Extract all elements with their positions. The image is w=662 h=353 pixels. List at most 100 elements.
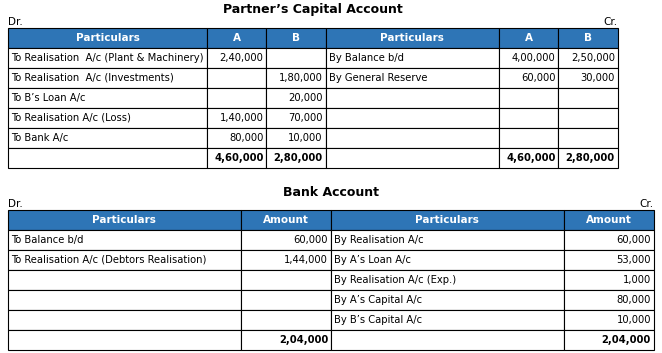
Text: 4,60,000: 4,60,000 (214, 153, 263, 163)
Text: 30,000: 30,000 (581, 73, 615, 83)
Text: Amount: Amount (263, 215, 308, 225)
Text: 70,000: 70,000 (289, 113, 323, 123)
Bar (563, 250, 654, 270)
Text: 2,04,000: 2,04,000 (602, 335, 651, 345)
Bar (240, 310, 331, 330)
Bar (331, 310, 563, 330)
Text: By A’s Capital A/c: By A’s Capital A/c (334, 295, 422, 305)
Bar (499, 68, 558, 88)
Bar (240, 230, 331, 250)
Bar (266, 48, 326, 68)
Bar (240, 290, 331, 310)
Text: 10,000: 10,000 (616, 315, 651, 325)
Bar (266, 108, 326, 128)
Text: Dr.: Dr. (8, 17, 23, 27)
Bar (207, 88, 266, 108)
Text: 60,000: 60,000 (521, 73, 555, 83)
Text: 4,00,000: 4,00,000 (512, 53, 555, 63)
Bar (326, 108, 499, 128)
Bar (240, 270, 331, 290)
Text: 2,04,000: 2,04,000 (279, 335, 328, 345)
Text: Partner’s Capital Account: Partner’s Capital Account (223, 4, 402, 17)
Bar (8, 250, 240, 270)
Bar (207, 28, 266, 48)
Text: 2,80,000: 2,80,000 (566, 153, 615, 163)
Text: 1,80,000: 1,80,000 (279, 73, 323, 83)
Bar (326, 128, 499, 148)
Bar (499, 128, 558, 148)
Text: Dr.: Dr. (8, 199, 23, 209)
Bar (8, 148, 207, 168)
Bar (266, 148, 326, 168)
Text: 60,000: 60,000 (616, 235, 651, 245)
Text: 53,000: 53,000 (616, 255, 651, 265)
Bar (563, 310, 654, 330)
Text: To Realisation  A/c (Plant & Machinery): To Realisation A/c (Plant & Machinery) (11, 53, 203, 63)
Bar (558, 148, 618, 168)
Text: 10,000: 10,000 (289, 133, 323, 143)
Text: Particulars: Particulars (75, 33, 140, 43)
Text: Bank Account: Bank Account (283, 185, 379, 198)
Text: 4,60,000: 4,60,000 (506, 153, 555, 163)
Bar (331, 330, 563, 350)
Bar (499, 148, 558, 168)
Bar (326, 68, 499, 88)
Text: A: A (232, 33, 241, 43)
Bar (207, 68, 266, 88)
Bar (266, 68, 326, 88)
Bar (499, 48, 558, 68)
Bar (8, 230, 240, 250)
Bar (8, 28, 207, 48)
Text: To Realisation  A/c (Investments): To Realisation A/c (Investments) (11, 73, 173, 83)
Text: Cr.: Cr. (604, 17, 618, 27)
Text: 1,40,000: 1,40,000 (220, 113, 263, 123)
Text: By Balance b/d: By Balance b/d (329, 53, 404, 63)
Bar (558, 28, 618, 48)
Bar (207, 148, 266, 168)
Bar (8, 108, 207, 128)
Text: 20,000: 20,000 (289, 93, 323, 103)
Text: By Realisation A/c (Exp.): By Realisation A/c (Exp.) (334, 275, 456, 285)
Bar (563, 270, 654, 290)
Text: Particulars: Particulars (415, 215, 479, 225)
Bar (499, 28, 558, 48)
Text: To Realisation A/c (Loss): To Realisation A/c (Loss) (11, 113, 131, 123)
Text: To Realisation A/c (Debtors Realisation): To Realisation A/c (Debtors Realisation) (11, 255, 207, 265)
Text: Amount: Amount (586, 215, 632, 225)
Text: B: B (292, 33, 300, 43)
Text: 80,000: 80,000 (229, 133, 263, 143)
Bar (266, 88, 326, 108)
Bar (207, 108, 266, 128)
Bar (331, 250, 563, 270)
Bar (240, 330, 331, 350)
Bar (266, 28, 326, 48)
Bar (558, 48, 618, 68)
Bar (207, 48, 266, 68)
Text: 1,000: 1,000 (623, 275, 651, 285)
Text: 1,44,000: 1,44,000 (284, 255, 328, 265)
Bar (499, 88, 558, 108)
Bar (326, 28, 499, 48)
Text: To B’s Loan A/c: To B’s Loan A/c (11, 93, 85, 103)
Bar (326, 148, 499, 168)
Text: By B’s Capital A/c: By B’s Capital A/c (334, 315, 422, 325)
Bar (207, 128, 266, 148)
Text: To Bank A/c: To Bank A/c (11, 133, 68, 143)
Bar (8, 68, 207, 88)
Bar (558, 68, 618, 88)
Bar (8, 210, 240, 230)
Bar (266, 128, 326, 148)
Text: To Balance b/d: To Balance b/d (11, 235, 83, 245)
Bar (558, 88, 618, 108)
Bar (563, 330, 654, 350)
Bar (558, 128, 618, 148)
Text: Cr.: Cr. (640, 199, 654, 209)
Bar (563, 290, 654, 310)
Bar (8, 290, 240, 310)
Bar (326, 88, 499, 108)
Bar (331, 230, 563, 250)
Text: 80,000: 80,000 (616, 295, 651, 305)
Text: 60,000: 60,000 (293, 235, 328, 245)
Text: Particulars: Particulars (92, 215, 156, 225)
Text: Particulars: Particulars (381, 33, 444, 43)
